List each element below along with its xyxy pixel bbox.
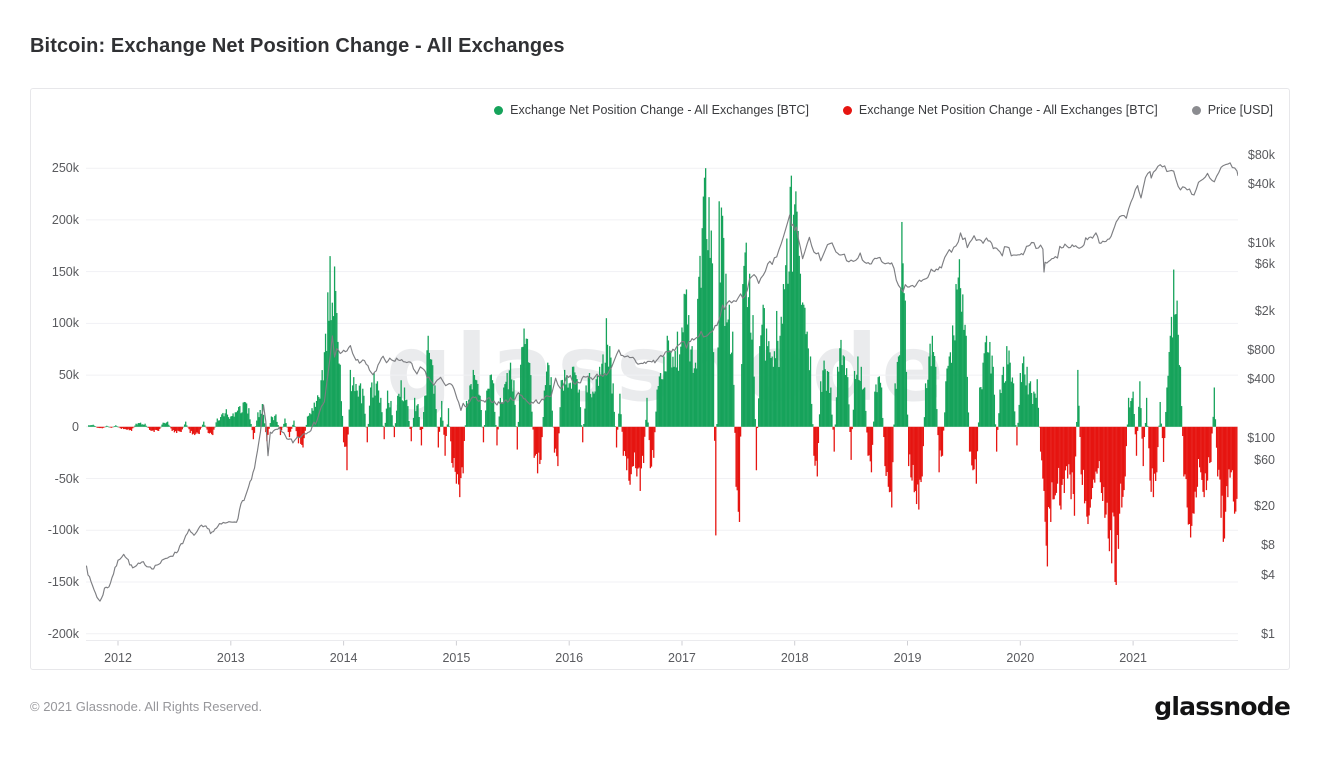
y-axis-right-tick: $8 (1261, 538, 1275, 553)
green-dot-icon (494, 105, 504, 115)
y-axis-left-tick: 50k (58, 368, 79, 383)
y-axis-right-tick: $6k (1254, 257, 1275, 272)
price-line (86, 162, 1238, 602)
x-axis-tick: 2018 (780, 651, 809, 665)
x-axis-tick: 2019 (893, 651, 922, 665)
gray-dot-icon (1191, 105, 1201, 115)
legend-label: Exchange Net Position Change - All Excha… (858, 103, 1158, 117)
y-axis-left-tick: 0 (72, 419, 79, 434)
y-axis-right-tick: $2k (1254, 304, 1275, 319)
red-dot-icon (842, 105, 852, 115)
page-title: Bitcoin: Exchange Net Position Change - … (30, 35, 565, 57)
chart-legend: Exchange Net Position Change - All Excha… (31, 89, 1289, 131)
y-axis-left-tick: 250k (51, 161, 79, 176)
y-axis-left-tick: 200k (51, 212, 79, 227)
x-axis-tick: 2021 (1119, 651, 1147, 665)
y-axis-left-tick: -100k (47, 523, 79, 538)
chart-canvas[interactable] (86, 131, 1238, 649)
y-axis-right-tick: $80k (1247, 147, 1275, 162)
chart-card: Exchange Net Position Change - All Excha… (30, 88, 1290, 670)
x-axis-tick: 2020 (1006, 651, 1035, 665)
y-axis-right-tick: $10k (1247, 235, 1275, 250)
y-axis-right-tick: $4 (1261, 567, 1275, 582)
x-axis-tick: 2012 (104, 651, 132, 665)
legend-item-price[interactable]: Price [USD] (1191, 103, 1273, 117)
copyright-text: © 2021 Glassnode. All Rights Reserved. (30, 699, 263, 714)
legend-item-net-negative[interactable]: Exchange Net Position Change - All Excha… (842, 103, 1158, 117)
page: Bitcoin: Exchange Net Position Change - … (0, 34, 1320, 777)
x-axis-tick: 2016 (555, 651, 584, 665)
y-axis-left-tick: 150k (51, 264, 79, 279)
legend-label: Exchange Net Position Change - All Excha… (510, 103, 809, 117)
y-axis-left-tick: -50k (54, 471, 79, 486)
y-axis-right-tick: $60 (1254, 452, 1275, 467)
x-axis-tick: 2014 (329, 651, 358, 665)
legend-label: Price [USD] (1207, 103, 1273, 117)
y-axis-left-tick: -150k (47, 574, 79, 589)
y-axis-right-tick: $800 (1247, 342, 1275, 357)
y-axis-right-tick: $400 (1247, 372, 1275, 387)
y-axis-right-tick: $20 (1254, 499, 1275, 514)
y-axis-left-tick: -200k (47, 626, 79, 641)
glassnode-logo[interactable]: glassnode (1154, 692, 1291, 721)
chart-plot-area[interactable]: glassnode (86, 131, 1238, 649)
x-axis-tick: 2013 (216, 651, 245, 665)
net-position-bars (88, 168, 1238, 585)
x-axis-tick: 2015 (442, 651, 471, 665)
gridlines (86, 167, 1238, 646)
y-axis-right-tick: $40k (1247, 177, 1275, 191)
footer: © 2021 Glassnode. All Rights Reserved. g… (30, 692, 1291, 721)
legend-item-net-positive[interactable]: Exchange Net Position Change - All Excha… (494, 103, 809, 117)
y-axis-right-tick: $1 (1261, 626, 1275, 641)
y-axis-right-tick: $100 (1247, 431, 1275, 446)
y-axis-left-tick: 100k (51, 316, 79, 331)
x-axis-tick: 2017 (668, 651, 696, 665)
